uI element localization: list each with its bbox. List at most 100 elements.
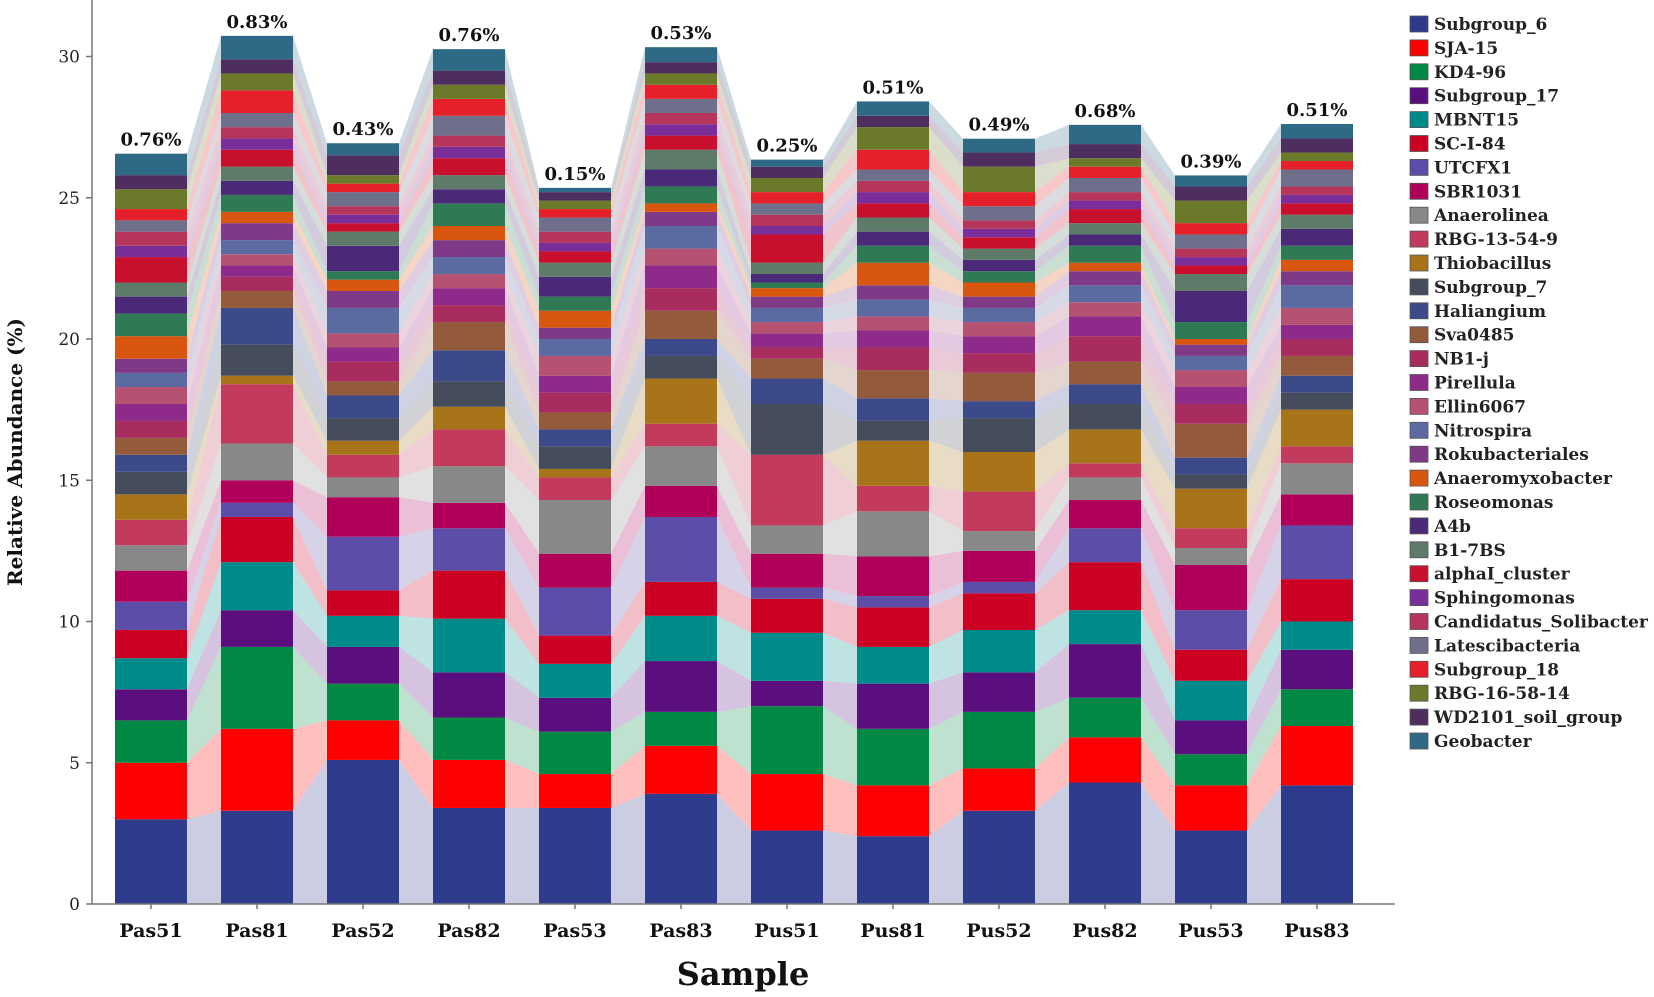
legend-label-Sphingomonas: Sphingomonas <box>1434 589 1575 609</box>
connector-band-Latescibacteria-Pas82 <box>505 115 539 232</box>
bar-segment-Pas81-Subgroup_17 <box>221 610 293 647</box>
bar-segment-Pus82-A4b <box>1069 234 1141 246</box>
bar-segment-Pus81-NB1-j <box>857 347 929 371</box>
bar-segment-Pus52-RBG-13-54-9 <box>963 491 1035 532</box>
connector-band-Subgroup_6-Pas83 <box>717 793 751 904</box>
connector-band-Pirellula-Pas83 <box>717 265 751 348</box>
connector-band-Sva0485-Pus52 <box>1035 361 1069 402</box>
connector-band-Roseomonas-Pas83 <box>717 186 751 289</box>
bar-segment-Pas82-Nitrospira <box>433 257 505 275</box>
bar-segment-Pus53-MBNT15 <box>1175 680 1247 721</box>
connector-band-WD2101_soil_group-Pus81 <box>929 115 963 167</box>
bar-segment-Pus52-Subgroup_17 <box>963 672 1035 712</box>
connector-band-SC-I-84-Pas83 <box>717 581 751 633</box>
bar-segment-Pus52-Haliangium <box>963 401 1035 419</box>
connector-band-Subgroup_6-Pas81 <box>293 759 327 904</box>
legend-label-RBG-16-58-14: RBG-16-58-14 <box>1434 684 1570 704</box>
connector-band-Nitrospira-Pas83 <box>717 226 751 323</box>
bar-segment-Pas51-Sva0485 <box>115 437 187 455</box>
connector-band-A4b-Pas51 <box>187 180 221 314</box>
bar-segment-Pus83-Haliangium <box>1281 375 1353 393</box>
bar-segment-Pus81-B1-7BS <box>857 217 929 232</box>
connector-band-Rokubacteriales-Pas53 <box>611 211 645 339</box>
connector-band-UTCFX1-Pas81 <box>293 502 327 591</box>
bar-segment-Pus83-alphaI_cluster <box>1281 203 1353 215</box>
bar-segment-Pas51-Haliangium <box>115 454 187 472</box>
connector-band-Nitrospira-Pus82 <box>1141 285 1175 371</box>
connector-band-Sva0485-Pus51 <box>823 358 857 399</box>
connector-band-Haliangium-Pas53 <box>611 339 645 447</box>
bar-segment-Pus82-Subgroup_18 <box>1069 166 1141 178</box>
bar-segment-Pas83-SBR1031 <box>645 485 717 517</box>
x-axis-title: Sample <box>677 955 810 993</box>
connector-band-Roseomonas-Pus82 <box>1141 245 1175 339</box>
connector-band-Anaeromyxobacter-Pas51 <box>187 211 221 359</box>
bar-segment-Pas53-Pirellula <box>539 375 611 393</box>
connector-band-Rokubacteriales-Pus53 <box>1247 271 1281 356</box>
connector-band-KD4-96-Pas83 <box>717 706 751 775</box>
bar-segment-Pas82-Haliangium <box>433 350 505 382</box>
bar-segment-Pus53-Latescibacteria <box>1175 234 1247 249</box>
connector-band-Sva0485-Pas52 <box>399 322 433 396</box>
connector-band-SJA-15-Pas53 <box>611 745 645 808</box>
connector-band-Latescibacteria-Pus51 <box>823 169 857 215</box>
bar-segment-Pas51-SC-I-84 <box>115 629 187 659</box>
connector-band-Roseomonas-Pus53 <box>1247 245 1281 339</box>
bar-segment-Pus51-Latescibacteria <box>751 203 823 215</box>
connector-band-RBG-13-54-9-Pas83 <box>717 423 751 526</box>
connector-band-SBR1031-Pas52 <box>399 497 433 537</box>
bar-segment-Pas83-RBG-16-58-14 <box>645 73 717 85</box>
legend-swatch-Candidatus_Solibacter <box>1409 613 1429 630</box>
bar-segment-Pas81-B1-7BS <box>221 166 293 181</box>
bar-top-label-Pas83: 0.53% <box>651 23 712 44</box>
bar-segment-Pus51-A4b <box>751 274 823 283</box>
connector-band-Geobacter-Pas83 <box>717 47 751 167</box>
bar-segment-Pas51-Sphingomonas <box>115 245 187 258</box>
connector-band-Thiobacillus-Pus52 <box>1035 429 1069 492</box>
bar-segment-Pus81-RBG-13-54-9 <box>857 485 929 512</box>
bar-segment-Pas81-Ellin6067 <box>221 254 293 266</box>
bar-segment-Pas52-RBG-16-58-14 <box>327 175 399 184</box>
x-tick-label-Pas52: Pas52 <box>331 920 394 942</box>
connector-band-Latescibacteria-Pas53 <box>611 98 645 232</box>
connector-band-Anaerolinea-Pus52 <box>1035 477 1069 551</box>
legend-swatch-Thiobacillus <box>1409 254 1429 272</box>
bar-segment-Pas82-UTCFX1 <box>433 528 505 571</box>
connector-band-NB1-j-Pus82 <box>1141 336 1175 424</box>
connector-band-Roseomonas-Pas52 <box>399 203 433 280</box>
bar-segment-Pas53-Anaeromyxobacter <box>539 310 611 328</box>
legend-swatch-UTCFX1 <box>1409 158 1429 176</box>
bar-segment-Pas53-Thiobacillus <box>539 468 611 478</box>
bar-segment-Pus52-Ellin6067 <box>963 322 1035 337</box>
connector-band-MBNT15-Pus52 <box>1035 610 1069 673</box>
connector-band-RBG-16-58-14-Pas53 <box>611 73 645 210</box>
bar-segment-Pus52-MBNT15 <box>963 629 1035 673</box>
bar-segment-Pus53-SC-I-84 <box>1175 649 1247 681</box>
bar-segment-Pus52-SJA-15 <box>963 768 1035 811</box>
connector-band-Candidatus_Solibacter-Pas51 <box>187 127 221 246</box>
legend-swatch-NB1-j <box>1409 350 1429 368</box>
bar-segment-Pus52-alphaI_cluster <box>963 237 1035 249</box>
bar-segment-Pas52-Rokubacteriales <box>327 290 399 308</box>
legend-label-B1-7BS: B1-7BS <box>1434 541 1506 561</box>
connector-band-KD4-96-Pus81 <box>929 711 963 786</box>
bar-segment-Pus53-Anaerolinea <box>1175 548 1247 565</box>
bar-segment-Pus51-Anaerolinea <box>751 525 823 554</box>
legend-label-UTCFX1: UTCFX1 <box>1434 158 1512 178</box>
bar-segment-Pus53-Subgroup_7 <box>1175 474 1247 489</box>
bar-segment-Pus82-RBG-13-54-9 <box>1069 463 1141 478</box>
bar-segment-Pas53-SBR1031 <box>539 553 611 588</box>
connector-band-WD2101_soil_group-Pas83 <box>717 62 751 178</box>
legend-label-WD2101_soil_group: WD2101_soil_group <box>1433 708 1623 728</box>
connector-band-SJA-15-Pus82 <box>1141 737 1175 831</box>
connector-band-SJA-15-Pas82 <box>505 759 539 808</box>
connector-band-Sphingomonas-Pas81 <box>293 138 327 224</box>
connector-band-Haliangium-Pus82 <box>1141 384 1175 475</box>
connector-band-Geobacter-Pus82 <box>1141 124 1175 187</box>
connector-band-Anaerolinea-Pas83 <box>717 446 751 554</box>
bar-segment-Pus53-Subgroup_6 <box>1175 830 1247 904</box>
connector-band-Candidatus_Solibacter-Pas81 <box>293 127 327 215</box>
connector-band-Subgroup_7-Pus53 <box>1247 392 1281 489</box>
bar-segment-Pus83-Candidatus_Solibacter <box>1281 186 1353 195</box>
bar-segment-Pus82-KD4-96 <box>1069 697 1141 738</box>
